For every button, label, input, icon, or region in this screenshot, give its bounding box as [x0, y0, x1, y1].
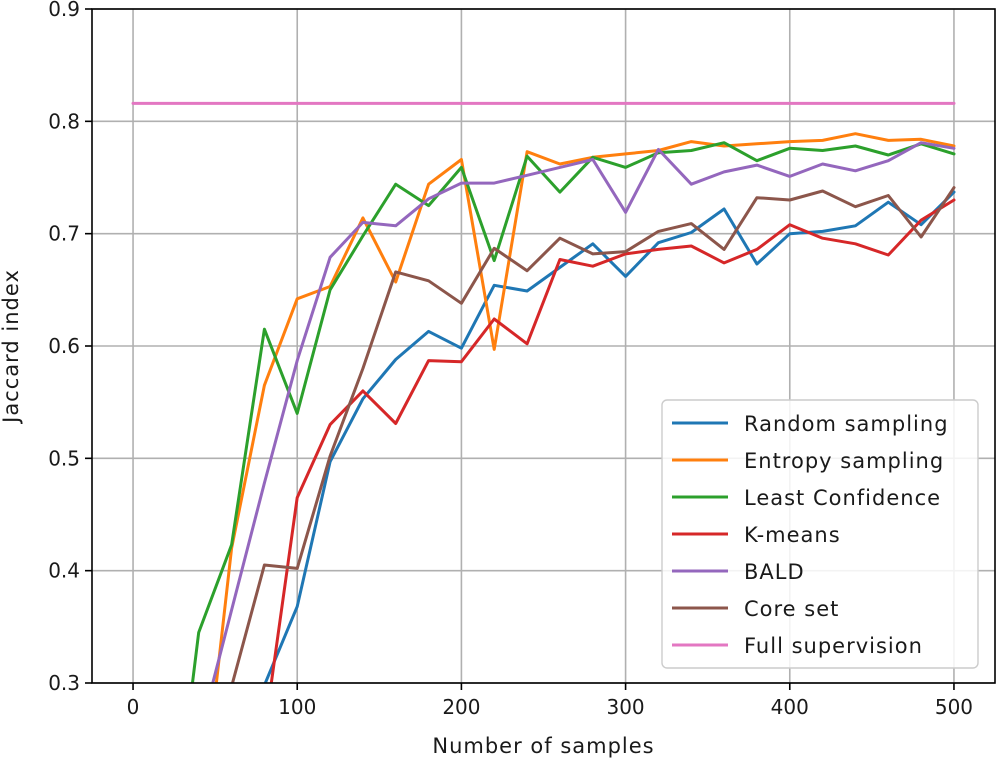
- legend-label-entropy-sampling: Entropy sampling: [744, 449, 944, 473]
- series-line-entropy-sampling: [214, 132, 956, 683]
- series-line-k-means: [269, 198, 956, 683]
- x-tick-label: 200: [442, 695, 480, 719]
- x-tick-label: 300: [606, 695, 644, 719]
- legend-label-random-sampling: Random sampling: [744, 412, 949, 436]
- series-line-bald: [211, 141, 956, 683]
- series-line-least-confidence: [190, 141, 956, 683]
- x-tick-label: 500: [935, 695, 973, 719]
- x-tick-label: 0: [127, 695, 140, 719]
- y-tick-label: 0.5: [48, 446, 80, 470]
- legend-frame: [661, 399, 979, 669]
- x-axis-title: Number of samples: [432, 734, 654, 758]
- axis-ticks: 0 100 200 300 400 500 0.3 0.4 0.5 0.6 0.7 0.8 0.9: [48, 0, 973, 719]
- y-tick-label: 0.8: [48, 109, 80, 133]
- legend: Random sampling Entropy sampling Least Con…: [661, 399, 979, 669]
- series-line-core-set: [230, 186, 956, 683]
- x-tick-label: 100: [278, 695, 316, 719]
- legend-label-full-supervision: Full supervision: [744, 634, 923, 658]
- y-axis-title: Jaccard index: [0, 269, 23, 425]
- y-tick-label: 0.7: [48, 222, 80, 246]
- legend-label-bald: BALD: [744, 560, 805, 584]
- y-tick-label: 0.3: [48, 671, 80, 695]
- x-tick-label: 400: [771, 695, 809, 719]
- legend-label-core-set: Core set: [744, 597, 839, 621]
- series-lines: [131, 101, 956, 683]
- y-tick-label: 0.6: [48, 334, 80, 358]
- y-tick-label: 0.4: [48, 559, 80, 583]
- legend-label-k-means: K-means: [744, 523, 841, 547]
- y-tick-label: 0.9: [48, 0, 80, 21]
- legend-label-least-confidence: Least Confidence: [744, 486, 941, 510]
